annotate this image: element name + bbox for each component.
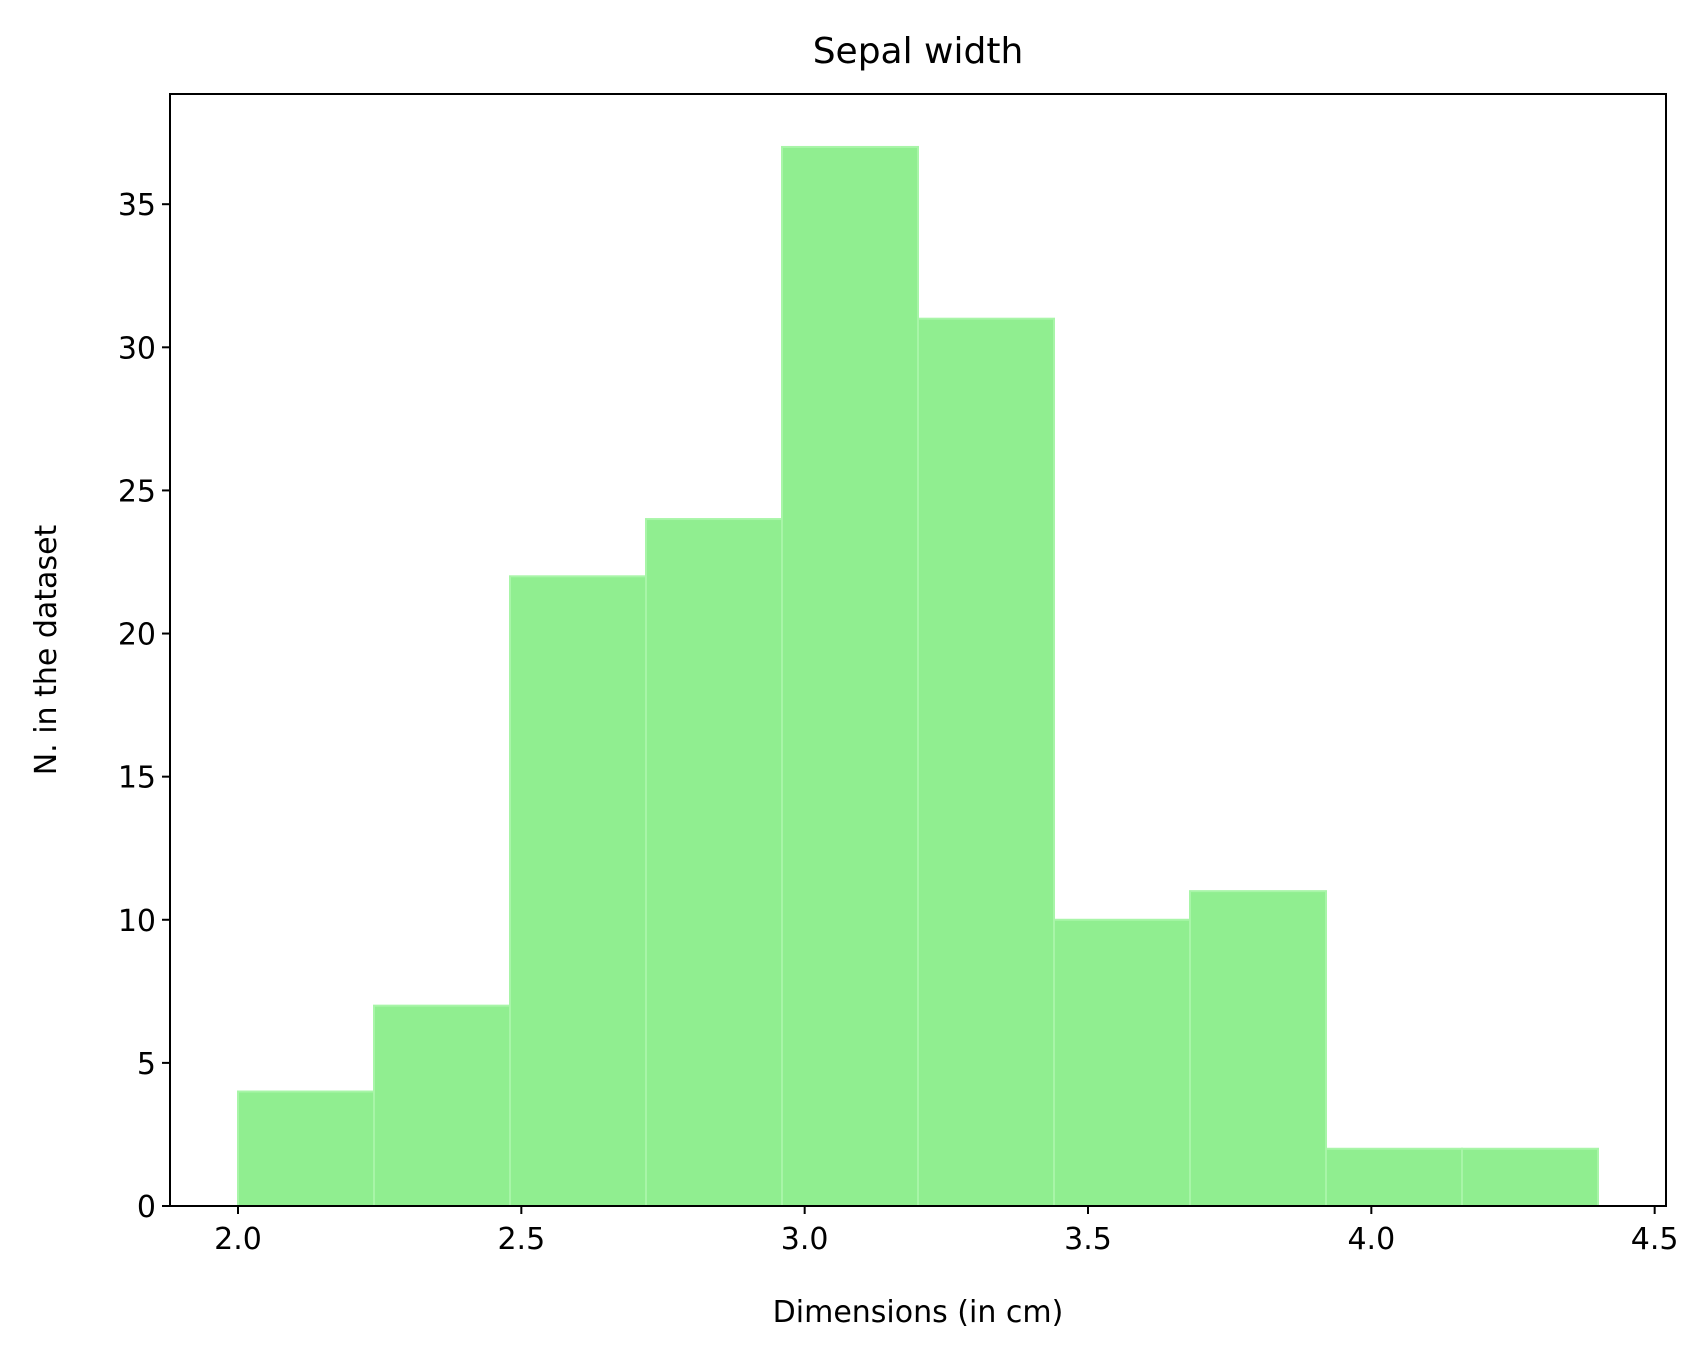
y-tick-label-7: 35 xyxy=(118,188,156,223)
histogram-bar-4 xyxy=(645,518,783,1207)
x-tick-label-1: 2.5 xyxy=(497,1222,545,1257)
x-axis-label: Dimensions (in cm) xyxy=(773,1295,1064,1330)
y-tick-label-3: 15 xyxy=(118,761,156,796)
plot-frame xyxy=(169,93,1667,1207)
y-tick-label-4: 20 xyxy=(118,618,156,653)
y-tick-label-1: 5 xyxy=(137,1047,156,1082)
x-axis: 2.0 2.5 3.0 3.5 4.0 4.5 xyxy=(214,1206,1679,1257)
histogram-bar-6 xyxy=(917,317,1055,1207)
bars-group xyxy=(237,145,1599,1208)
histogram-bar-5 xyxy=(781,145,919,1207)
histogram-bar-10 xyxy=(1461,1147,1599,1207)
histogram-bar-1 xyxy=(237,1090,375,1208)
y-axis-label: N. in the dataset xyxy=(29,524,64,775)
x-tick-label-5: 4.5 xyxy=(1631,1222,1679,1257)
x-tick-label-4: 4.0 xyxy=(1347,1222,1395,1257)
y-tick-label-5: 25 xyxy=(118,474,156,509)
x-tick-label-3: 3.5 xyxy=(1064,1222,1112,1257)
y-tick-label-0: 0 xyxy=(137,1190,156,1225)
histogram-bar-3 xyxy=(509,575,647,1207)
histogram-bar-7 xyxy=(1053,918,1191,1208)
x-tick-label-2: 3.0 xyxy=(781,1222,829,1257)
y-axis: 0 5 10 15 20 25 30 35 xyxy=(118,188,170,1225)
x-tick-label-0: 2.0 xyxy=(214,1222,262,1257)
histogram-bar-9 xyxy=(1325,1147,1463,1207)
chart-title: Sepal width xyxy=(813,31,1024,72)
histogram-bar-2 xyxy=(373,1004,511,1208)
y-tick-label-2: 10 xyxy=(118,904,156,939)
histogram-bar-8 xyxy=(1189,890,1327,1207)
y-tick-label-6: 30 xyxy=(118,331,156,366)
